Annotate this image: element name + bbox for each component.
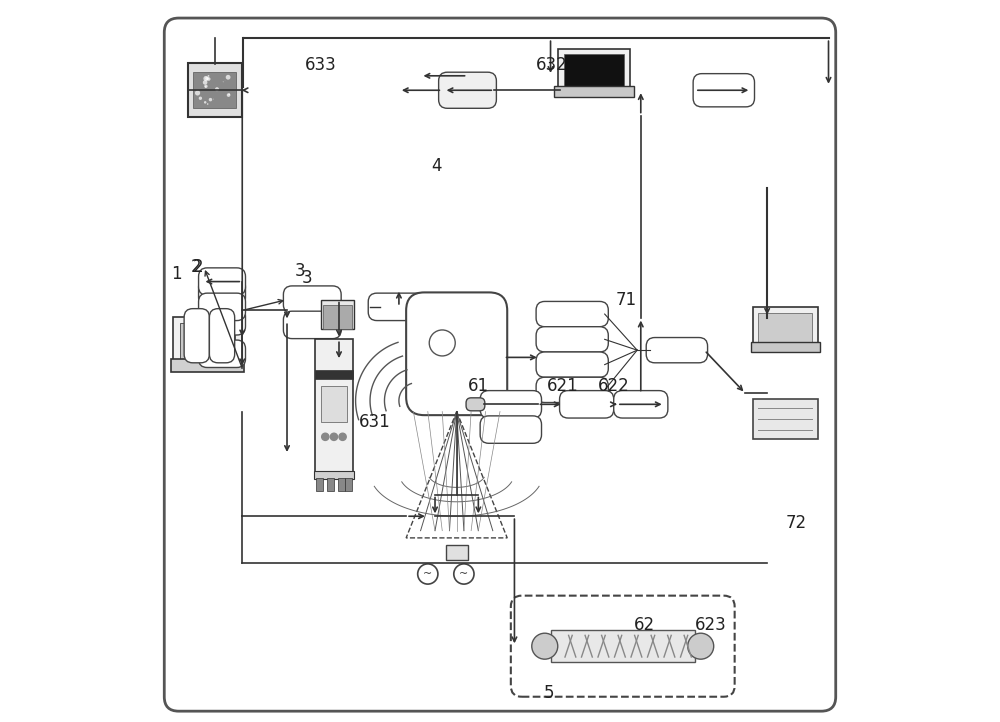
Circle shape — [429, 330, 455, 356]
Bar — [323, 305, 352, 329]
FancyBboxPatch shape — [199, 308, 245, 335]
Text: 633: 633 — [305, 56, 337, 74]
Circle shape — [205, 97, 207, 98]
Bar — [327, 478, 334, 491]
Bar — [446, 545, 468, 560]
Bar — [188, 63, 242, 117]
Text: 61: 61 — [468, 378, 489, 395]
FancyBboxPatch shape — [466, 398, 485, 411]
FancyBboxPatch shape — [693, 74, 755, 107]
Text: 2: 2 — [191, 258, 202, 276]
Bar — [321, 300, 354, 329]
FancyBboxPatch shape — [164, 18, 836, 711]
Circle shape — [207, 100, 209, 102]
Circle shape — [222, 75, 224, 77]
Circle shape — [454, 564, 474, 584]
Circle shape — [418, 564, 438, 584]
FancyBboxPatch shape — [209, 309, 235, 362]
Text: 71: 71 — [616, 291, 637, 308]
FancyBboxPatch shape — [480, 416, 542, 443]
FancyBboxPatch shape — [283, 311, 341, 339]
Circle shape — [688, 633, 714, 659]
Bar — [551, 630, 695, 663]
Text: 1: 1 — [171, 266, 182, 283]
FancyBboxPatch shape — [283, 286, 341, 313]
Text: 622: 622 — [597, 378, 629, 395]
Bar — [180, 323, 235, 361]
FancyBboxPatch shape — [536, 302, 608, 326]
Bar — [193, 72, 236, 108]
Text: ~: ~ — [423, 569, 432, 579]
Text: 5: 5 — [543, 684, 554, 702]
FancyBboxPatch shape — [536, 326, 608, 352]
Circle shape — [322, 433, 329, 440]
Bar — [316, 478, 323, 491]
Circle shape — [196, 79, 200, 84]
Text: 632: 632 — [536, 56, 568, 74]
FancyBboxPatch shape — [199, 268, 245, 295]
Bar — [751, 342, 820, 352]
Text: 4: 4 — [431, 157, 442, 175]
Bar — [753, 399, 818, 438]
Circle shape — [532, 633, 558, 659]
Circle shape — [339, 433, 346, 440]
Bar — [338, 478, 345, 491]
Bar — [753, 307, 818, 350]
Bar — [321, 386, 347, 422]
Bar — [554, 86, 634, 97]
FancyBboxPatch shape — [368, 293, 430, 321]
Bar — [564, 54, 624, 94]
Text: 621: 621 — [547, 378, 579, 395]
Bar — [345, 478, 352, 491]
FancyBboxPatch shape — [184, 309, 209, 362]
Text: 3: 3 — [294, 262, 305, 279]
Bar — [173, 318, 242, 364]
Text: 631: 631 — [359, 414, 391, 431]
Circle shape — [330, 433, 338, 440]
Circle shape — [230, 74, 234, 78]
Bar — [315, 339, 353, 477]
Text: 62: 62 — [634, 616, 655, 633]
Circle shape — [201, 76, 205, 79]
FancyBboxPatch shape — [199, 293, 245, 321]
Circle shape — [216, 92, 218, 95]
FancyBboxPatch shape — [536, 352, 608, 377]
Circle shape — [203, 81, 205, 83]
FancyBboxPatch shape — [480, 391, 542, 418]
Bar — [558, 48, 630, 95]
Text: 3: 3 — [301, 269, 312, 287]
Bar — [758, 313, 812, 348]
FancyBboxPatch shape — [646, 337, 708, 362]
Bar — [314, 471, 354, 479]
FancyBboxPatch shape — [199, 340, 245, 367]
FancyBboxPatch shape — [560, 391, 614, 418]
Text: ~: ~ — [459, 569, 469, 579]
FancyBboxPatch shape — [614, 391, 668, 418]
Circle shape — [231, 98, 234, 100]
Text: 72: 72 — [785, 515, 806, 532]
Text: 2: 2 — [193, 258, 204, 276]
Text: 623: 623 — [695, 616, 727, 633]
Circle shape — [227, 99, 231, 103]
FancyBboxPatch shape — [199, 279, 245, 306]
Bar — [315, 370, 353, 379]
Circle shape — [211, 81, 214, 84]
Circle shape — [198, 97, 203, 102]
Circle shape — [199, 89, 200, 90]
FancyBboxPatch shape — [511, 596, 735, 697]
Bar — [171, 359, 244, 372]
FancyBboxPatch shape — [536, 377, 608, 403]
FancyBboxPatch shape — [439, 72, 496, 108]
Circle shape — [213, 100, 215, 101]
FancyBboxPatch shape — [406, 292, 507, 415]
